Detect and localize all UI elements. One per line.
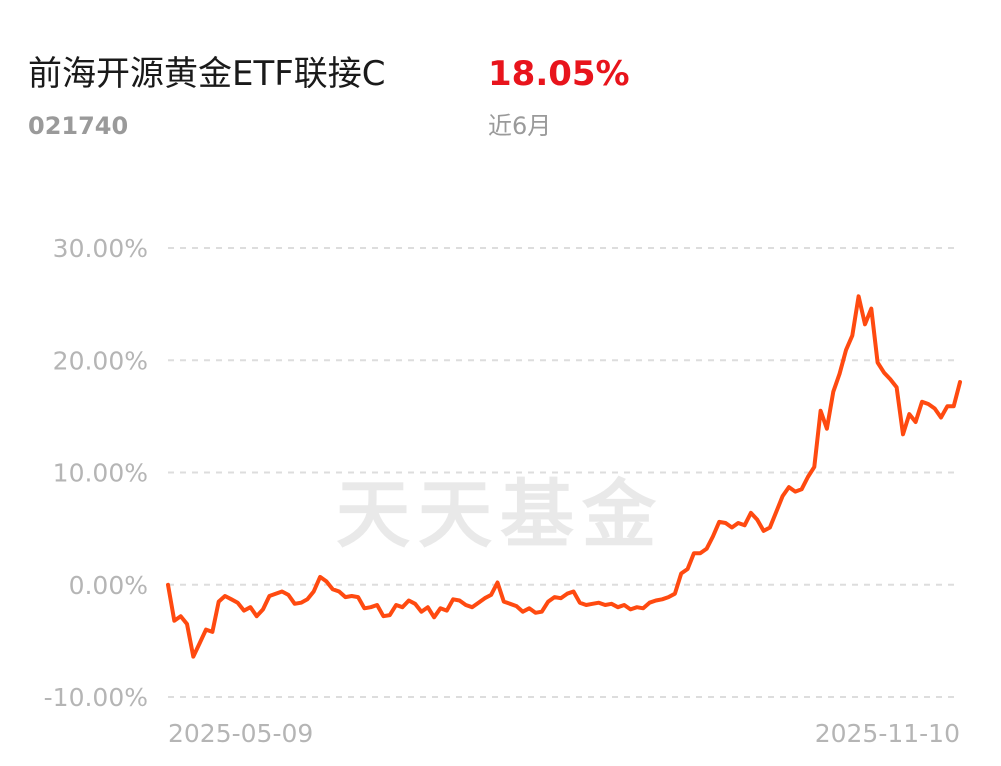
- fund-code: 021740: [28, 112, 129, 140]
- fund-return-value: 18.05%: [488, 54, 630, 94]
- y-tick-label: 20.00%: [53, 346, 148, 375]
- x-tick-label: 2025-11-10: [815, 719, 960, 748]
- x-tick-label: 2025-05-09: [168, 719, 313, 748]
- y-tick-label: -10.00%: [44, 683, 148, 712]
- y-tick-label: 0.00%: [69, 571, 148, 600]
- watermark: 天天基金: [336, 472, 664, 558]
- y-tick-label: 10.00%: [53, 459, 148, 488]
- fund-name: 前海开源黄金ETF联接C: [28, 54, 386, 94]
- y-tick-label: 30.00%: [53, 234, 148, 263]
- series-line: [166, 294, 962, 659]
- return-period-label: 近6月: [488, 112, 552, 140]
